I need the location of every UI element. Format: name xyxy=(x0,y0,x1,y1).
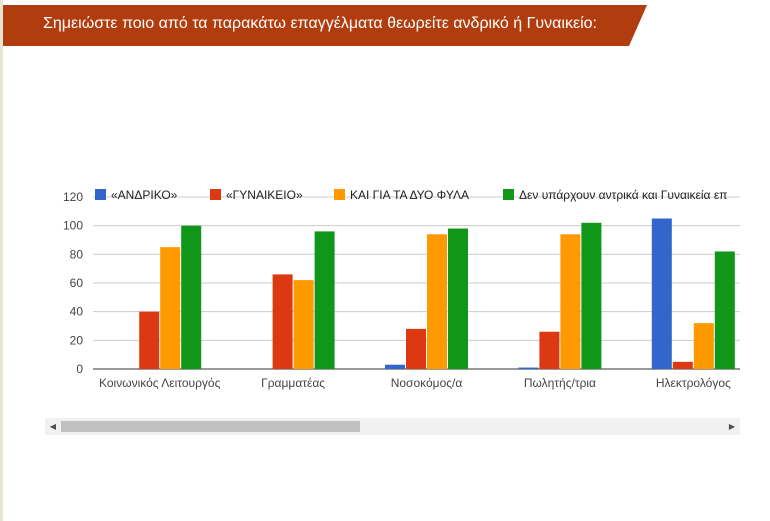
y-tick-label: 80 xyxy=(70,247,84,261)
x-tick-label: Πωλητής/τρια xyxy=(524,376,596,390)
bar xyxy=(581,222,602,369)
bar xyxy=(181,225,202,369)
question-banner: Σημειώστε ποιο από τα παρακάτω επαγγέλμα… xyxy=(3,5,647,46)
bar xyxy=(518,367,539,369)
x-tick-label: Γραμματέας xyxy=(261,376,325,390)
legend-label: «ΓΥΝΑΙΚΕΙΟ» xyxy=(226,188,303,202)
arrow-right-icon[interactable]: ▶ xyxy=(728,422,736,431)
legend-swatch xyxy=(334,189,345,200)
chart-area[interactable]: 0 20 40 60 80 100 120 Κοινωνικός Λειτουργός Γραμ… xyxy=(45,180,740,400)
bar xyxy=(560,234,581,369)
bar xyxy=(160,247,181,369)
scrollbar-thumb[interactable] xyxy=(61,421,360,432)
x-tick-label: Νοσοκόμος/α xyxy=(391,376,463,390)
bar xyxy=(314,231,335,369)
legend-swatch xyxy=(210,189,221,200)
banner-shape xyxy=(3,5,647,46)
legend-label: Δεν υπάρχουν αντρικά και Γυναικεία επ xyxy=(519,188,727,202)
left-border xyxy=(0,0,3,521)
y-tick-label: 20 xyxy=(70,333,84,347)
bar xyxy=(385,364,406,369)
y-tick-label: 0 xyxy=(76,362,83,376)
arrow-left-icon[interactable]: ◀ xyxy=(49,422,57,431)
x-tick-label: Κοινωνικός Λειτουργός xyxy=(99,376,221,390)
legend-label: ΚΑΙ ΓΙΑ ΤΑ ΔΥΟ ΦΥΛΑ xyxy=(350,188,469,202)
bar xyxy=(651,218,672,369)
bar xyxy=(448,228,469,369)
legend-swatch xyxy=(503,189,514,200)
bar xyxy=(693,323,714,369)
bar xyxy=(427,234,448,369)
bar xyxy=(139,311,160,369)
bar xyxy=(672,361,693,369)
bar xyxy=(406,328,427,369)
y-tick-label: 40 xyxy=(70,305,84,319)
legend-swatch xyxy=(95,189,106,200)
bar xyxy=(272,274,293,369)
y-tick-label: 120 xyxy=(63,190,83,204)
bar xyxy=(293,280,314,369)
y-tick-label: 60 xyxy=(70,276,84,290)
horizontal-scrollbar[interactable]: ◀ ▶ xyxy=(45,418,740,435)
bar xyxy=(714,251,735,369)
question-title: Σημειώστε ποιο από τα παρακάτω επαγγέλμα… xyxy=(43,15,597,32)
x-tick-label: Ηλεκτρολόγος xyxy=(656,376,731,390)
legend-label: «ΑΝΔΡΙΚΟ» xyxy=(111,188,178,202)
y-tick-label: 100 xyxy=(63,219,83,233)
bar-chart: 0 20 40 60 80 100 120 Κοινωνικός Λειτουργός Γραμ… xyxy=(63,188,740,390)
bar xyxy=(539,331,560,369)
